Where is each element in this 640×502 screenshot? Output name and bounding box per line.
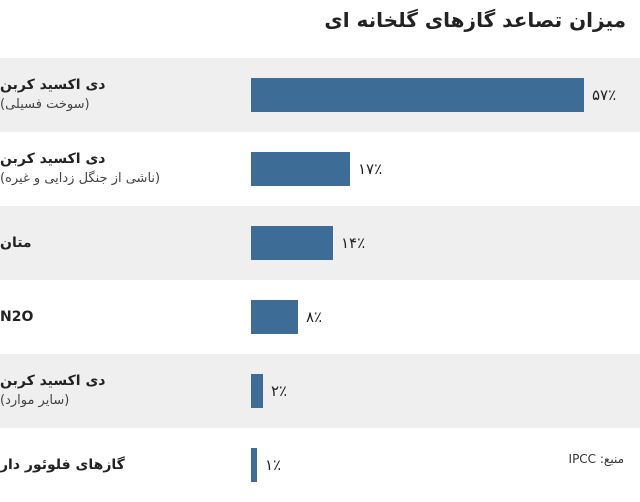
value-label: ۱۴٪ xyxy=(341,234,366,252)
value-label: ۱۷٪ xyxy=(358,160,383,178)
bar xyxy=(251,78,584,112)
bar xyxy=(251,448,257,482)
bar xyxy=(251,152,350,186)
category-label-sub: (سایر موارد) xyxy=(0,393,70,408)
row-background xyxy=(0,280,640,354)
chart-title: میزان تصاعد گازهای گلخانه ای xyxy=(324,8,626,32)
value-label: ۸٪ xyxy=(306,308,323,326)
category-label: N2O xyxy=(0,307,236,327)
category-label: گازهای فلوئور دار xyxy=(0,455,236,475)
row-background xyxy=(0,354,640,428)
category-label-sub: (سوخت فسیلی) xyxy=(0,97,90,112)
source-note: منبع: IPCC xyxy=(568,452,624,466)
value-label: ۱٪ xyxy=(265,456,282,474)
category-label: دی اکسید کربن (سایر موارد) xyxy=(0,371,236,411)
category-label-main: دی اکسید کربن xyxy=(0,373,106,389)
value-label: ۵۷٪ xyxy=(592,86,617,104)
bar xyxy=(251,226,333,260)
value-label: ۲٪ xyxy=(271,382,288,400)
category-label-main: دی اکسید کربن xyxy=(0,151,106,167)
category-label-main: N2O xyxy=(0,309,34,325)
category-label: متان xyxy=(0,233,236,253)
bar xyxy=(251,300,298,334)
bar-chart: دی اکسید کربن (سوخت فسیلی) ۵۷٪ دی اکسید کرب… xyxy=(0,58,640,482)
category-label-main: دی اکسید کربن xyxy=(0,77,106,93)
category-label-main: متان xyxy=(0,235,32,251)
category-label: دی اکسید کربن (ناشی از جنگل زدایی و غیره) xyxy=(0,149,236,189)
bar xyxy=(251,374,263,408)
category-label-sub: (ناشی از جنگل زدایی و غیره) xyxy=(0,171,161,186)
category-label-main: گازهای فلوئور دار xyxy=(0,457,125,473)
category-label: دی اکسید کربن (سوخت فسیلی) xyxy=(0,75,236,115)
